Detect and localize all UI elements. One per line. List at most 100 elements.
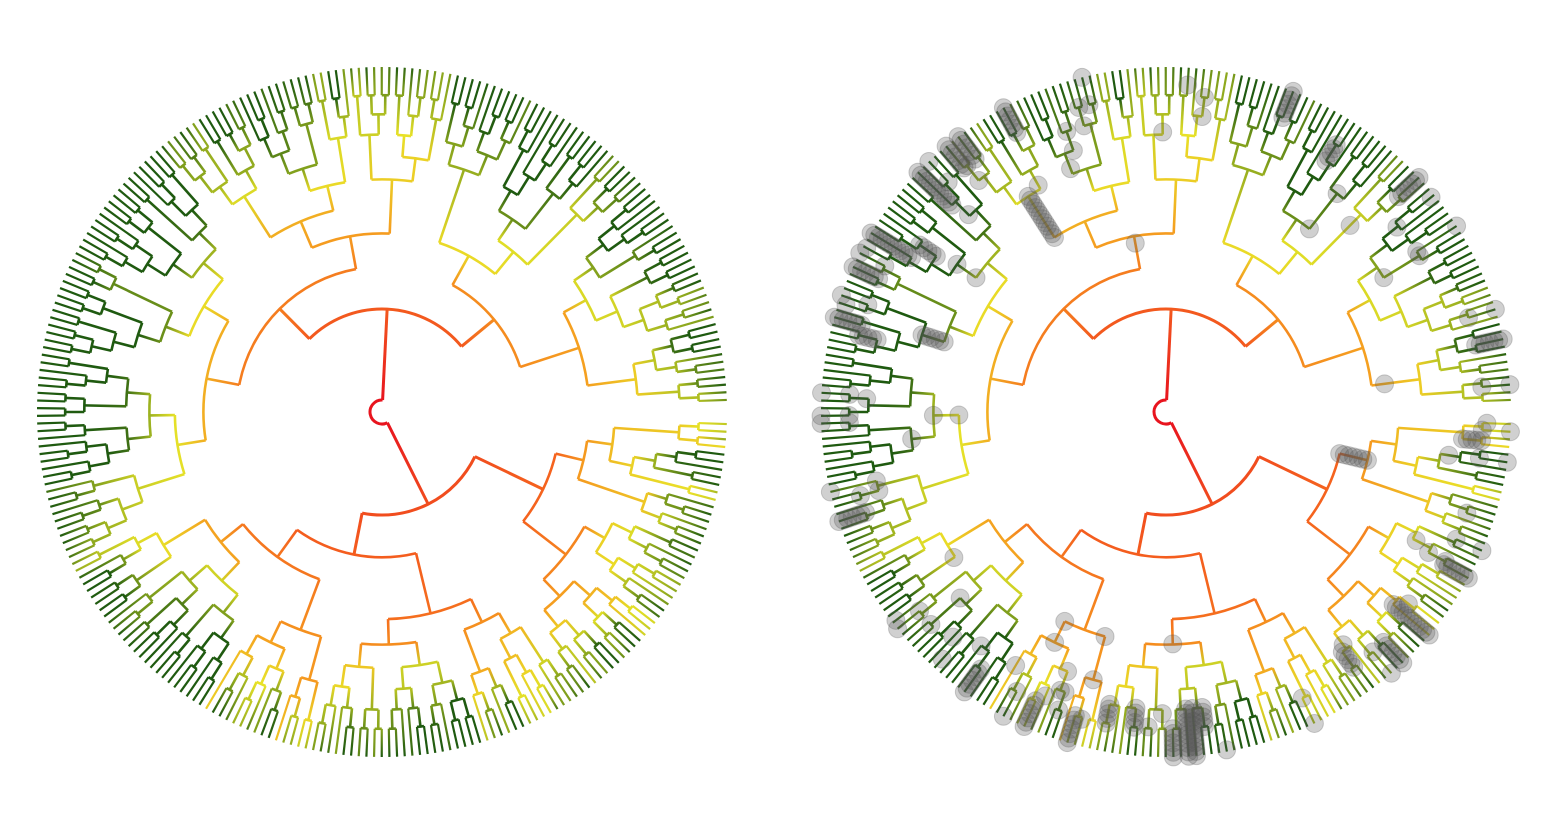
tree-arc	[1113, 135, 1131, 141]
tree-tip-branch	[1023, 700, 1037, 727]
tree-arc	[155, 532, 173, 558]
tree-branch	[1065, 130, 1075, 151]
overlay-point	[1049, 700, 1069, 720]
overlay-point	[1125, 708, 1145, 728]
tree-tip-branch	[852, 265, 880, 280]
overlay-point	[996, 102, 1016, 122]
tree-tip-branch	[1213, 724, 1221, 754]
tree-tip-branch	[1220, 72, 1228, 101]
overlay-point	[1125, 233, 1145, 253]
tree-branch	[974, 209, 992, 227]
tree-arc	[84, 375, 88, 386]
tree-arc	[85, 525, 91, 533]
tree-tip-branch	[464, 78, 474, 107]
tree-tip-branch	[565, 668, 585, 693]
overlay-point	[936, 189, 956, 209]
tree-branch	[216, 642, 230, 661]
overlay-point	[1340, 215, 1360, 235]
overlay-point	[887, 239, 907, 259]
tree-branch	[1357, 580, 1376, 597]
overlay-point	[1059, 728, 1079, 748]
tree-arc	[1040, 634, 1070, 650]
overlay-point	[1344, 447, 1364, 467]
tree-branch	[172, 609, 189, 626]
overlay-point	[1095, 626, 1115, 646]
tree-branch	[1341, 651, 1355, 669]
tree-tip-branch	[1424, 212, 1449, 231]
tree-branch	[1185, 135, 1190, 158]
overlay-point	[1458, 568, 1478, 588]
tree-tip-branch	[523, 694, 539, 721]
tree-tip-branch	[179, 131, 198, 156]
overlay-point	[930, 330, 950, 350]
tree-tip-branch	[622, 188, 646, 209]
tree-tip-branch	[173, 135, 192, 160]
overlay-point	[1442, 559, 1462, 579]
tree-tip-branch	[878, 219, 904, 237]
tree-tip-branch	[1009, 103, 1024, 130]
tree-arc	[1235, 101, 1243, 106]
overlay-point	[1037, 216, 1057, 236]
tree-branch	[1460, 450, 1481, 456]
overlay-point	[919, 151, 939, 171]
tree-tip-branch	[616, 200, 656, 231]
tree-branch	[1339, 452, 1368, 462]
tree-branch	[892, 562, 911, 575]
overlay-point	[1409, 167, 1429, 187]
overlay-point	[954, 682, 974, 702]
tree-arc	[1022, 143, 1036, 153]
tree-arc	[594, 522, 614, 554]
tree-tip-branch	[859, 252, 886, 268]
tree-tip-branch	[598, 641, 620, 664]
tree-tip-branch	[239, 700, 253, 727]
tree-tip-branch	[1455, 538, 1483, 552]
tree-tip-branch	[472, 83, 489, 129]
tree-tip-branch	[696, 368, 725, 374]
tree-branch	[1310, 213, 1362, 266]
overlay-point	[1186, 746, 1206, 766]
tree-branch	[216, 140, 239, 176]
tree-branch	[1246, 629, 1266, 673]
tree-tip-branch	[1420, 599, 1445, 618]
tree-branch	[1120, 137, 1131, 183]
tree-branch	[1091, 103, 1099, 123]
tree-branch	[85, 379, 107, 384]
tree-branch	[352, 512, 364, 555]
tree-tip-branch	[1044, 708, 1057, 736]
tree-branch	[582, 601, 599, 618]
overlay-point	[1072, 709, 1092, 729]
tree-branch	[198, 175, 214, 194]
tree-branch	[1165, 309, 1173, 401]
tree-branch	[629, 473, 690, 491]
tree-branch	[494, 251, 515, 275]
tree-branch	[908, 260, 928, 274]
tree-branch	[555, 452, 584, 462]
tree-branch	[84, 426, 127, 432]
tree-arc	[80, 512, 86, 520]
overlay-point	[939, 140, 959, 160]
tree-tip-branch	[439, 73, 452, 121]
overlay-point	[1124, 717, 1144, 737]
tree-tip-branch	[1411, 610, 1435, 630]
tree-tip-branch	[945, 145, 965, 169]
overlay-point	[1163, 728, 1183, 748]
tree-arc	[1447, 319, 1454, 331]
tree-tip-branch	[697, 375, 726, 381]
tree-arc	[211, 180, 229, 194]
tree-tip-branch	[1304, 674, 1330, 718]
tree-tip-branch	[127, 626, 151, 647]
tree-branch	[427, 119, 438, 161]
overlay-point	[812, 383, 832, 403]
tree-tip-branch	[652, 575, 678, 593]
tree-tip-branch	[253, 91, 266, 119]
overlay-point	[1374, 268, 1394, 288]
tree-tip-branch	[68, 544, 96, 559]
overlay-point	[1099, 699, 1119, 719]
tree-arc	[609, 295, 625, 328]
tree-branch	[474, 455, 544, 491]
tree-arc	[1249, 105, 1257, 110]
tree-tip-branch	[282, 715, 293, 743]
tree-branch	[1366, 206, 1383, 223]
tree-tip-branch	[144, 160, 166, 183]
tree-branch	[906, 548, 926, 561]
